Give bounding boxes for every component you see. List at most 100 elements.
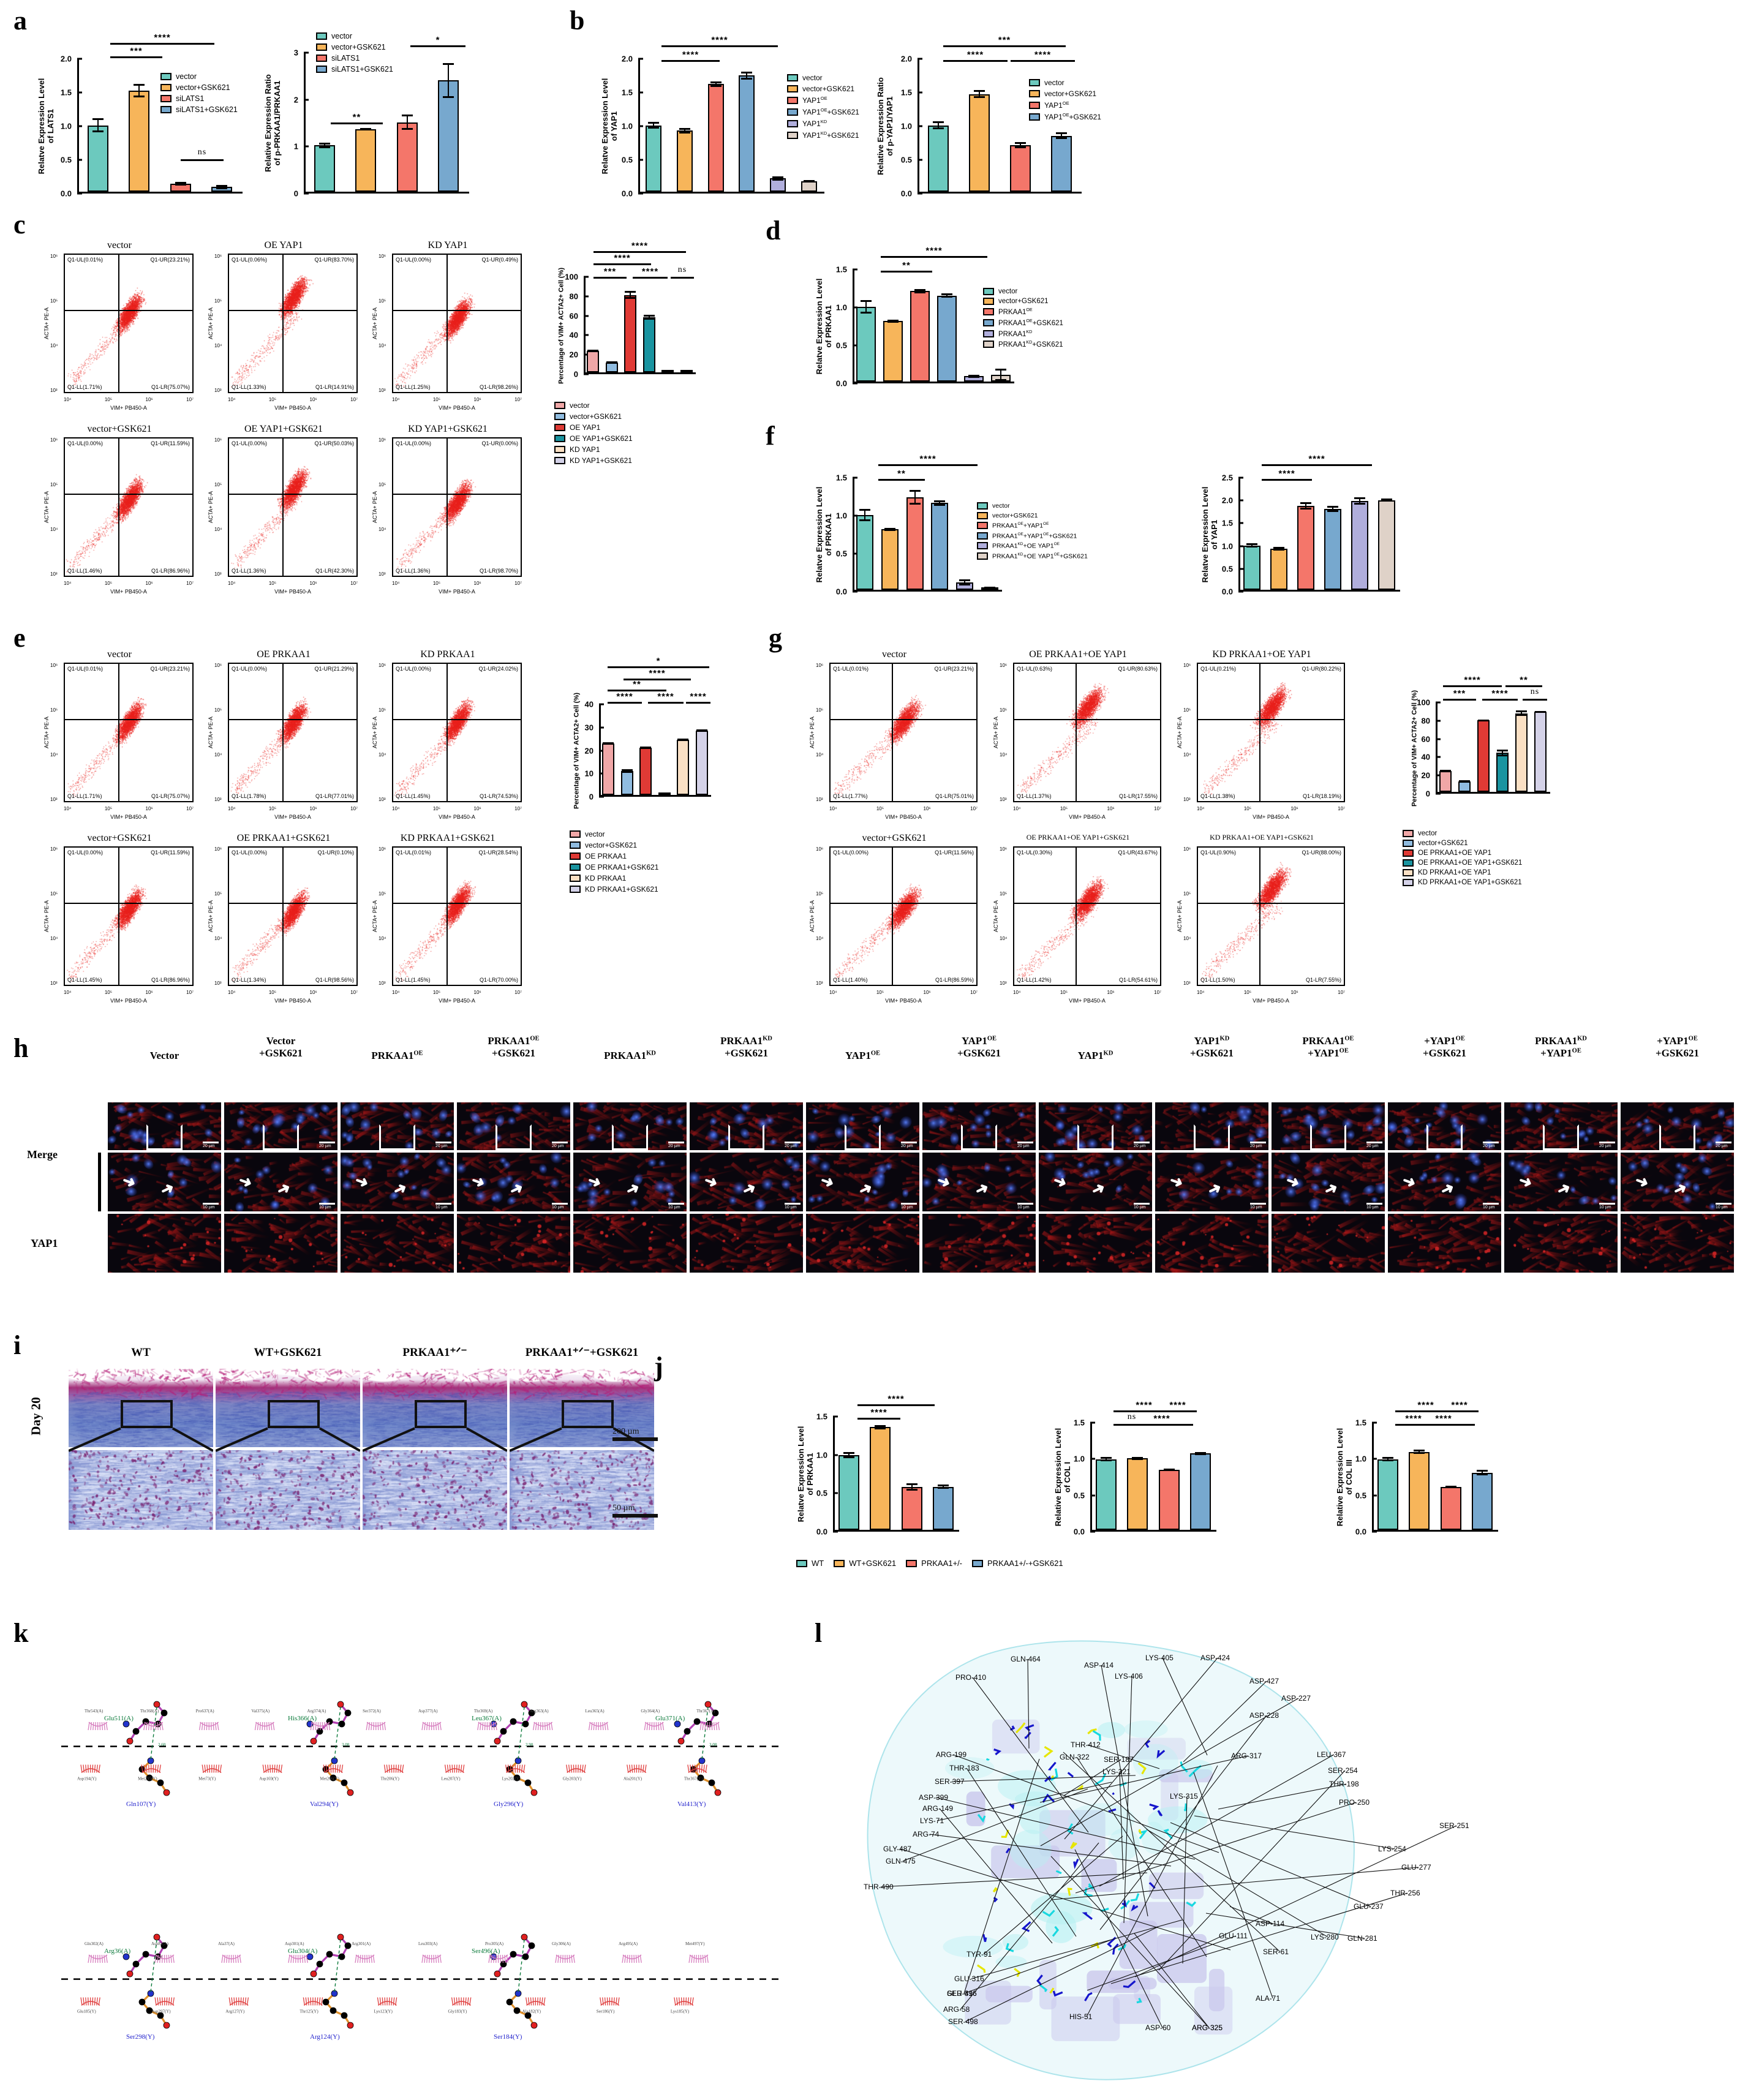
y-tick-label: 0.0 xyxy=(816,1527,833,1537)
significance-line xyxy=(943,45,1066,47)
svg-text:PRO-410: PRO-410 xyxy=(955,1673,986,1682)
flow-x-tick: 10⁷ xyxy=(186,806,194,811)
flow-y-tick: 10⁶ xyxy=(214,663,222,668)
flow-quadrant-label-lr: Q1-LR(74.53%) xyxy=(480,793,518,799)
y-tick-label: 1.0 xyxy=(1355,1455,1372,1464)
flow-x-tick: 10⁵ xyxy=(876,806,884,811)
scale-bar: 10 µm xyxy=(785,1203,801,1210)
micrograph-canvas xyxy=(1155,1214,1268,1273)
flow-cytometry-plot: OE PRKAA1 Q1-UL(0.00%) Q1-UR(21.29%) Q1-LL(… xyxy=(207,649,360,821)
micrograph-yap1 xyxy=(1155,1214,1268,1273)
error-bar xyxy=(611,362,612,364)
svg-text:Ser298(Y): Ser298(Y) xyxy=(126,2033,155,2041)
flow-x-tick: 10⁶ xyxy=(146,806,153,811)
svg-text:Leu207(Y): Leu207(Y) xyxy=(442,1777,461,1782)
roi-box xyxy=(1543,1124,1579,1150)
flow-quadrant-label-ul: Q1-UL(0.00%) xyxy=(67,440,103,446)
legend-swatch xyxy=(570,841,581,849)
flow-x-tick: 10⁷ xyxy=(186,990,194,995)
svg-text:GLN-475: GLN-475 xyxy=(886,1857,916,1865)
y-tick-label: 0.0 xyxy=(1074,1527,1090,1537)
significance-label: * xyxy=(436,35,440,45)
scale-bar: 20 µm xyxy=(319,1142,335,1148)
micrograph-merge-zoom: ➜ ➜ 10 µm xyxy=(806,1153,919,1211)
significance-line xyxy=(181,159,224,161)
flow-y-axis-label: ACTA+ PE-A xyxy=(993,717,999,748)
svg-text:SER-254: SER-254 xyxy=(1328,1766,1358,1775)
legend-j: WT WT+GSK621 PRKAA1+/- PRKAA1+/-+GSK621 xyxy=(796,1559,1063,1568)
flow-quadrant-vline xyxy=(1259,664,1260,801)
svg-text:ASP-427: ASP-427 xyxy=(1249,1677,1279,1685)
flow-quadrant-label-ur: Q1-UR(83.70%) xyxy=(314,257,354,263)
flow-x-axis-label: VIM+ PB450-A xyxy=(392,814,522,820)
y-tick-label: 80 xyxy=(1422,716,1436,725)
y-tick-label: 100 xyxy=(1417,698,1436,707)
micrograph-column-header: YAP1OE xyxy=(806,1050,919,1062)
micrograph-yap1 xyxy=(457,1214,570,1273)
flow-y-tick: 10⁴ xyxy=(214,343,222,348)
micrograph-yap1 xyxy=(108,1214,221,1273)
flow-quadrant-label-ur: Q1-UR(11.59%) xyxy=(151,849,190,856)
error-bar xyxy=(979,90,980,98)
error-bar xyxy=(1387,1457,1388,1461)
flow-quadrant-label-ur: Q1-UR(24.02%) xyxy=(478,666,518,672)
scale-bar: 20 µm xyxy=(1250,1142,1266,1148)
flow-x-tick: 10⁷ xyxy=(514,806,522,811)
flow-plot-area: Q1-UL(0.21%) Q1-UR(80.22%) Q1-LL(1.38%) Q1-… xyxy=(1197,663,1345,802)
bar xyxy=(856,307,876,382)
flow-quadrant-label-lr: Q1-LR(14.91%) xyxy=(315,384,354,390)
significance-label: **** xyxy=(1417,1400,1434,1410)
legend-label: KD YAP1+GSK621 xyxy=(570,456,632,465)
micrograph-merge-zoom: ➜ ➜ 10 µm xyxy=(690,1153,803,1211)
legend-label: vector xyxy=(998,288,1017,295)
flow-x-axis-label: VIM+ PB450-A xyxy=(64,589,194,595)
y-tick-label: 0.5 xyxy=(1074,1491,1090,1500)
legend-label: OE YAP1+GSK621 xyxy=(570,434,633,443)
flow-x-tick: 10⁴ xyxy=(829,806,837,811)
flow-y-tick: 10³ xyxy=(1000,797,1007,802)
legend-label: KD PRKAA1+OE YAP1 xyxy=(1418,869,1491,876)
flow-y-tick: 10³ xyxy=(50,388,58,393)
legend-item: KD PRKAA1+GSK621 xyxy=(570,885,658,894)
svg-text:LYS-71: LYS-71 xyxy=(920,1816,944,1825)
micrograph-canvas xyxy=(224,1214,337,1273)
legend-swatch xyxy=(977,502,988,510)
scale-bar: 20 µm xyxy=(785,1142,801,1148)
y-tick-label: 0.5 xyxy=(901,156,917,165)
flow-quadrant-label-ll: Q1-LL(1.78%) xyxy=(232,793,266,799)
x-axis xyxy=(917,192,1082,194)
flow-quadrant-label-ur: Q1-UR(88.00%) xyxy=(1302,849,1341,856)
histology-overview xyxy=(69,1369,213,1447)
bar xyxy=(910,291,930,382)
x-axis xyxy=(638,192,824,194)
micrograph-merge-zoom: ➜ ➜ 10 µm xyxy=(1388,1153,1501,1211)
chart-e-percentage: Percentage of VIM+ ACTA2+ Cell (%) 0 10 20 3… xyxy=(570,655,714,805)
svg-text:SER-498: SER-498 xyxy=(948,2017,978,2026)
svg-text:LYS-254: LYS-254 xyxy=(1378,1845,1406,1853)
flow-quadrant-label-ll: Q1-LL(1.50%) xyxy=(1200,977,1235,983)
svg-text:LYS-321: LYS-321 xyxy=(1102,1767,1131,1776)
error-bar xyxy=(892,320,894,323)
bar xyxy=(88,126,108,192)
svg-text:Gln107(Y): Gln107(Y) xyxy=(126,1801,156,1808)
panel-letter-f: f xyxy=(766,423,775,450)
bar xyxy=(1096,1459,1117,1530)
legend-swatch xyxy=(1403,849,1414,857)
legend-label: YAP1OE xyxy=(802,96,827,105)
legend-label: vector xyxy=(1044,78,1064,87)
significance-line xyxy=(633,277,668,279)
svg-text:GLU-237: GLU-237 xyxy=(1354,1902,1384,1911)
bar xyxy=(883,321,903,382)
legend-swatch xyxy=(316,55,327,62)
svg-text:Asp169(Y): Asp169(Y) xyxy=(259,1777,279,1782)
flow-plot-title: KD YAP1+GSK621 xyxy=(371,424,524,435)
bar xyxy=(1458,781,1471,792)
y-tick-label: 1.5 xyxy=(1222,519,1238,528)
y-tick-label: 0 xyxy=(589,792,599,802)
flow-x-tick: 10⁴ xyxy=(64,990,71,995)
svg-text:ALA-71: ALA-71 xyxy=(1256,1994,1280,2003)
flow-y-tick: 10⁵ xyxy=(50,482,58,487)
significance-line xyxy=(1011,60,1075,62)
legend-item: vector xyxy=(787,73,859,82)
flow-x-tick: 10⁶ xyxy=(474,806,481,811)
